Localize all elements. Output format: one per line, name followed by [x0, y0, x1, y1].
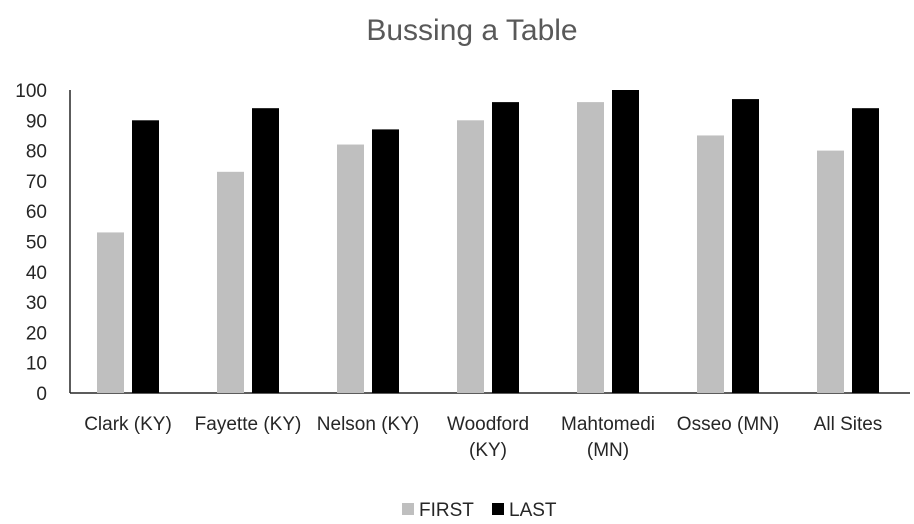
- bar-first-4: [577, 102, 604, 394]
- bar-last-5: [732, 99, 759, 393]
- y-axis-ticks: 0 10 20 30 40 50 60 70 80 90 100: [15, 81, 47, 405]
- bar-first-0: [97, 232, 124, 393]
- bar-last-3: [492, 102, 519, 394]
- y-tick-label: 50: [26, 233, 47, 254]
- y-tick-label: 80: [26, 142, 47, 163]
- y-tick-label: 0: [36, 384, 47, 405]
- legend: FIRST LAST: [402, 500, 557, 521]
- bar-first-2: [337, 144, 364, 393]
- legend-label-last: LAST: [509, 500, 557, 521]
- category-label: Mahtomedi: [561, 414, 655, 435]
- y-tick-label: 60: [26, 202, 47, 223]
- category-label: All Sites: [814, 414, 883, 435]
- category-label: Woodford: [447, 414, 529, 435]
- category-label: Osseo (MN): [677, 414, 779, 435]
- bar-last-6: [852, 108, 879, 394]
- y-tick-label: 40: [26, 263, 47, 284]
- legend-swatch-last: [492, 503, 504, 515]
- category-label: Clark (KY): [84, 414, 172, 435]
- bar-last-4: [612, 90, 639, 393]
- chart-title: Bussing a Table: [366, 14, 577, 47]
- category-label: Fayette (KY): [195, 414, 302, 435]
- category-label: (MN): [587, 440, 629, 461]
- bar-first-6: [817, 150, 844, 393]
- bar-first-3: [457, 120, 484, 394]
- category-label: Nelson (KY): [317, 414, 419, 435]
- y-tick-label: 30: [26, 293, 47, 314]
- bars-group: [97, 90, 879, 394]
- legend-swatch-first: [402, 503, 414, 515]
- y-tick-label: 10: [26, 354, 47, 375]
- bar-last-2: [372, 129, 399, 393]
- bar-first-1: [217, 171, 244, 393]
- bar-first-5: [697, 135, 724, 393]
- category-label: (KY): [469, 440, 507, 461]
- category-labels: Clark (KY) Fayette (KY) Nelson (KY) Woodfor…: [84, 414, 882, 461]
- y-tick-label: 90: [26, 111, 47, 132]
- y-tick-label: 100: [15, 81, 47, 102]
- y-tick-label: 70: [26, 172, 47, 193]
- bar-last-1: [252, 108, 279, 394]
- legend-label-first: FIRST: [419, 500, 474, 521]
- y-tick-label: 20: [26, 323, 47, 344]
- bar-last-0: [132, 120, 159, 394]
